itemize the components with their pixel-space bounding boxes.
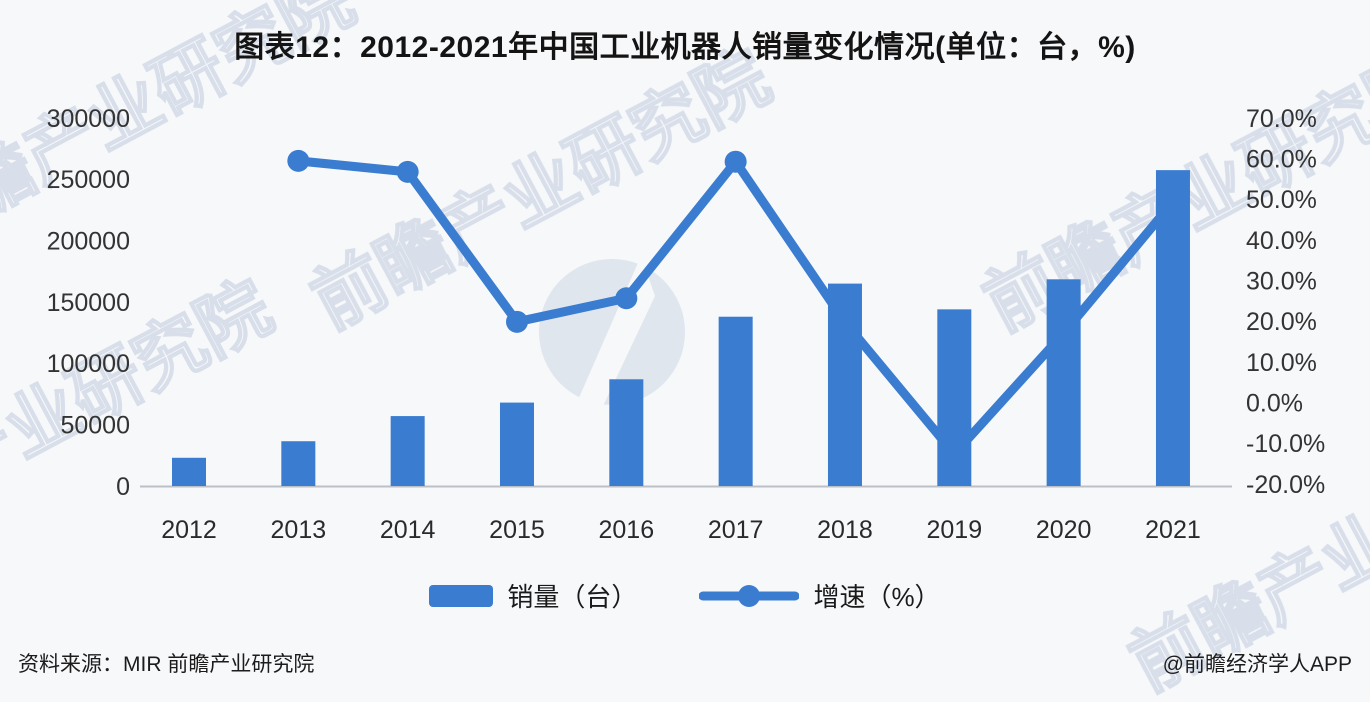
sales-bar-2014 <box>390 416 425 486</box>
x-axis-label: 2016 <box>599 516 655 544</box>
growth-point <box>505 310 528 333</box>
sales-bar-2020 <box>1046 279 1081 486</box>
right-axis-tick-label: 60.0% <box>1246 146 1317 174</box>
x-axis-label: 2014 <box>380 516 436 544</box>
growth-point <box>943 442 966 465</box>
legend: 销量（台） 增速（%） <box>0 577 1370 614</box>
right-axis-tick-label: 50.0% <box>1246 186 1317 214</box>
left-axis-tick-label: 100000 <box>47 350 130 378</box>
growth-point <box>615 287 638 310</box>
growth-point <box>1052 322 1075 345</box>
sales-bar-2012 <box>172 457 206 486</box>
left-axis-tick-label: 50000 <box>60 411 130 439</box>
x-axis-label: 2020 <box>1036 516 1092 544</box>
growth-point <box>396 160 419 183</box>
left-axis-tick-label: 200000 <box>47 227 130 255</box>
x-axis-label: 2017 <box>708 516 764 544</box>
right-axis-tick-label: -20.0% <box>1246 471 1325 499</box>
right-axis-tick-label: 0.0% <box>1246 389 1303 417</box>
growth-point <box>287 149 310 172</box>
watermark-logo-circle <box>539 259 685 405</box>
growth-point <box>724 150 747 173</box>
right-axis-tick-label: 20.0% <box>1246 308 1317 336</box>
right-axis-tick-label: -10.0% <box>1246 430 1325 458</box>
legend-bar-swatch <box>429 584 494 607</box>
credit-label: @前瞻经济学人APP <box>1162 653 1352 676</box>
legend-bar-label: 销量（台） <box>507 582 638 612</box>
legend-line-marker <box>738 584 761 607</box>
right-axis-tick-label: 40.0% <box>1246 227 1317 255</box>
x-axis-label: 2015 <box>489 516 545 544</box>
watermark-text: 前瞻产业研究院 <box>0 267 285 574</box>
sales-bar-2016 <box>609 379 644 486</box>
source-label: 资料来源：MIR 前瞻产业研究院 <box>18 653 315 676</box>
x-axis-label: 2019 <box>926 516 982 544</box>
growth-point <box>1161 190 1184 213</box>
legend-item-sales: 销量（台） <box>429 577 637 614</box>
legend-line-label: 增速（%） <box>813 582 941 612</box>
right-axis-tick-label: 10.0% <box>1246 349 1317 377</box>
sales-bar-2021 <box>1155 170 1190 486</box>
growth-point <box>833 311 856 334</box>
right-axis-tick-label: 30.0% <box>1246 268 1317 296</box>
sales-bar-2015 <box>499 402 534 486</box>
x-axis-label: 2012 <box>161 516 217 544</box>
left-axis-tick-label: 0 <box>116 473 130 501</box>
sales-bar-2017 <box>718 316 753 486</box>
right-axis-tick-label: 70.0% <box>1246 105 1317 133</box>
legend-line-swatch <box>699 584 800 607</box>
footer: 资料来源：MIR 前瞻产业研究院 @前瞻经济学人APP <box>0 648 1370 678</box>
left-axis-tick-label: 300000 <box>47 105 130 133</box>
x-axis-label: 2013 <box>271 516 327 544</box>
x-axis-label: 2021 <box>1145 516 1201 544</box>
sales-bar-2013 <box>281 441 316 486</box>
legend-item-growth: 增速（%） <box>699 577 941 614</box>
left-axis-tick-label: 250000 <box>47 166 130 194</box>
x-axis-label: 2018 <box>817 516 873 544</box>
left-axis-tick-label: 150000 <box>47 289 130 317</box>
page-title: 图表12：2012-2021年中国工业机器人销量变化情况(单位：台，%) <box>234 31 1136 64</box>
